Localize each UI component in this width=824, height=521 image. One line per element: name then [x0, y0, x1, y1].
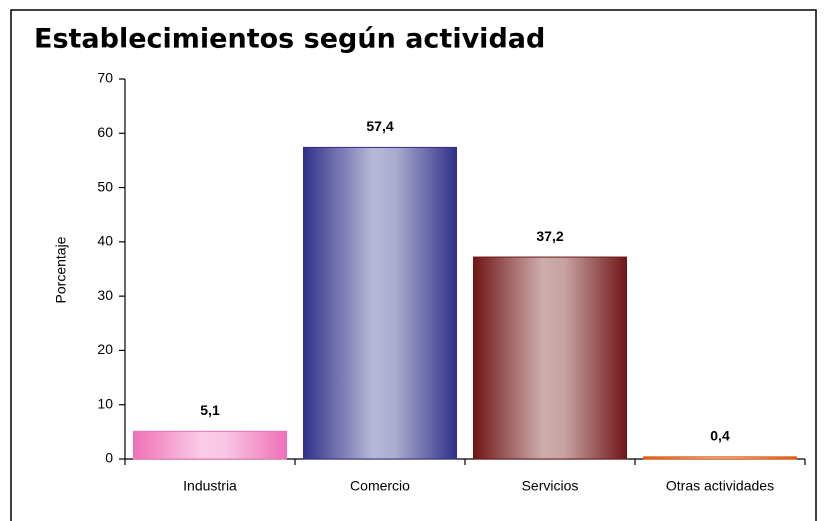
y-tick-label: 60 [97, 124, 113, 140]
value-label: 5,1 [200, 402, 220, 418]
y-tick-label: 70 [97, 70, 113, 86]
x-tick-label: Industria [183, 478, 237, 494]
value-label: 37,2 [536, 228, 563, 244]
chart-title: Establecimientos según actividad [34, 24, 545, 55]
y-tick-label: 50 [97, 178, 113, 194]
y-tick-label: 10 [97, 395, 113, 411]
y-tick-label: 30 [97, 287, 113, 303]
bar [133, 430, 287, 460]
value-label: 57,4 [366, 118, 393, 134]
x-tick-label: Comercio [350, 478, 410, 494]
x-tick-label: Otras actividades [666, 478, 774, 494]
bar [643, 456, 797, 460]
y-tick-label: 0 [105, 450, 113, 466]
x-tick-label: Servicios [522, 478, 579, 494]
y-tick-label: 20 [97, 341, 113, 357]
bar [303, 146, 457, 460]
bar [473, 256, 627, 460]
value-label: 0,4 [710, 428, 730, 444]
y-axis-label: Porcentaje [53, 236, 69, 303]
y-tick-label: 40 [97, 233, 113, 249]
